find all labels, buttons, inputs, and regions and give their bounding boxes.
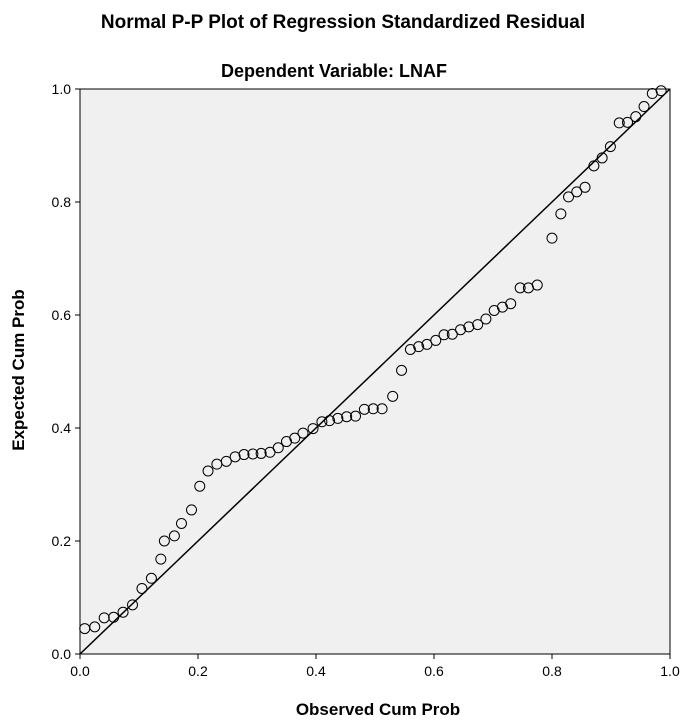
data-point (604, 141, 616, 153)
x-tick-label: 0.4 (306, 663, 326, 679)
data-point (579, 181, 591, 193)
data-point (638, 101, 650, 113)
data-point (446, 328, 458, 340)
data-point (229, 451, 241, 463)
data-point (98, 612, 110, 624)
data-point (505, 298, 517, 310)
data-point (563, 191, 575, 203)
data-point (630, 111, 642, 123)
data-point (255, 447, 267, 459)
data-point (655, 85, 667, 97)
reference-line (79, 88, 671, 655)
x-tick-label: 1.0 (660, 663, 680, 679)
y-tick-label: 0.2 (52, 533, 72, 549)
data-point (438, 329, 450, 341)
y-tick-label: 0.0 (52, 646, 72, 662)
data-point (350, 410, 362, 422)
x-tick-label: 0.8 (542, 663, 562, 679)
data-point (264, 446, 276, 458)
y-tick-label: 0.8 (52, 194, 72, 210)
data-point (220, 455, 232, 467)
data-point (413, 341, 425, 353)
data-point (89, 621, 101, 633)
chart-subtitle: Dependent Variable: LNAF (221, 61, 447, 81)
x-axis: 0.0 0.2 0.4 0.6 0.8 1.0 (70, 654, 680, 679)
data-point (404, 343, 416, 355)
data-point (613, 117, 625, 129)
data-point (514, 282, 526, 294)
x-tick-label: 0.0 (70, 663, 90, 679)
data-point (571, 186, 583, 198)
data-point (455, 324, 467, 336)
data-points (79, 85, 667, 635)
data-point (297, 427, 309, 439)
data-point (622, 116, 634, 128)
data-point (480, 313, 492, 325)
data-point (463, 321, 475, 333)
data-point (168, 530, 180, 542)
data-point (316, 416, 328, 428)
y-tick-label: 0.4 (52, 420, 72, 436)
y-tick-label: 0.6 (52, 307, 72, 323)
data-point (472, 319, 484, 331)
x-tick-label: 0.2 (188, 663, 208, 679)
data-point (108, 611, 120, 623)
data-point (324, 415, 336, 427)
data-point (531, 279, 543, 291)
data-point (238, 449, 250, 461)
chart-title: Normal P-P Plot of Regression Standardiz… (101, 12, 585, 33)
data-point (546, 232, 558, 244)
data-point (272, 442, 284, 454)
data-point (194, 480, 206, 492)
data-point (555, 208, 567, 220)
data-point (430, 334, 442, 346)
y-axis-label: Expected Cum Prob (9, 289, 28, 451)
y-tick-label: 1.0 (52, 81, 72, 97)
data-point (186, 504, 198, 516)
data-point (289, 432, 301, 444)
data-point (588, 160, 600, 172)
x-axis-label: Observed Cum Prob (296, 700, 460, 719)
data-point (136, 582, 148, 594)
y-axis: 0.0 0.2 0.4 0.6 0.8 1.0 (52, 81, 80, 662)
data-point (247, 448, 259, 460)
data-point (421, 338, 433, 350)
data-point (341, 411, 353, 423)
data-point (387, 390, 399, 402)
data-point (307, 423, 319, 435)
data-point (158, 535, 170, 547)
data-point (396, 364, 408, 376)
data-point (367, 403, 379, 415)
x-tick-label: 0.6 (424, 663, 444, 679)
data-point (596, 152, 608, 164)
data-point (117, 606, 129, 618)
data-point (127, 599, 139, 611)
data-point (155, 553, 167, 565)
data-point (145, 572, 157, 584)
data-point (202, 465, 214, 477)
data-point (358, 403, 370, 415)
data-point (332, 412, 344, 424)
data-point (376, 403, 388, 415)
data-point (175, 517, 187, 529)
